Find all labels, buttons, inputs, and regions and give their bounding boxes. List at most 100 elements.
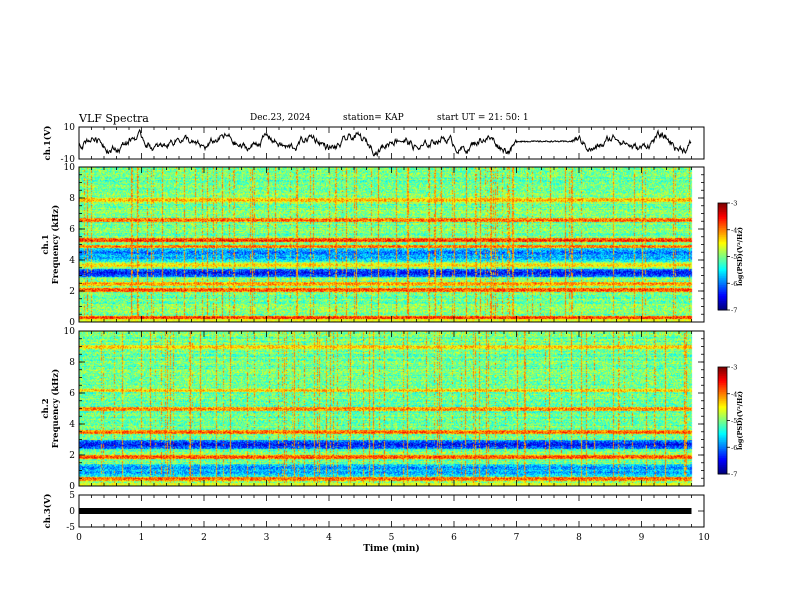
- ch1-waveform-line: [78, 128, 692, 157]
- colorbar-swatch: [718, 422, 727, 425]
- colorbar-swatch: [718, 242, 727, 245]
- colorbar-swatch: [718, 374, 727, 377]
- colorbar-swatch: [718, 238, 727, 241]
- colorbar-swatch: [718, 413, 727, 416]
- ch2-spectrogram-ytick-label: 10: [64, 327, 76, 337]
- colorbar-swatch: [718, 229, 727, 233]
- station-label: station= KAP: [343, 113, 404, 123]
- ch1-waveform-ytick-label: 10: [64, 123, 76, 133]
- colorbar-swatch: [718, 461, 727, 464]
- colorbar-swatch: [718, 447, 727, 450]
- ch1-spectrogram-ytick-label: 8: [69, 194, 75, 204]
- colorbar-swatch: [718, 438, 727, 441]
- colorbar-swatch: [718, 231, 727, 234]
- colorbar-swatch: [718, 450, 727, 454]
- colorbar-swatch: [718, 432, 727, 436]
- date-label: Dec.23, 2024: [250, 113, 311, 123]
- colorbar-swatch: [718, 443, 727, 446]
- colorbar-swatch: [718, 224, 727, 227]
- colorbar-swatch: [718, 208, 727, 211]
- ch1-spectrogram-ylabel: ch.1: [41, 234, 51, 254]
- colorbar-swatch: [718, 211, 727, 215]
- ch1-spectrogram-ytick-label: 6: [69, 225, 75, 235]
- colorbar-swatch: [718, 265, 727, 268]
- colorbar-swatch: [718, 302, 727, 306]
- colorbar-swatch: [718, 459, 727, 463]
- colorbar-swatch: [718, 227, 727, 231]
- colorbar-swatch: [718, 454, 727, 457]
- colorbar-swatch: [718, 425, 727, 429]
- colorbar-swatch: [718, 418, 727, 421]
- colorbar-swatch: [718, 247, 727, 250]
- colorbar-swatch: [718, 368, 727, 372]
- colorbar-swatch: [718, 217, 727, 220]
- colorbar-tick-label: -3: [731, 364, 737, 372]
- colorbar-swatch: [718, 377, 727, 380]
- colorbar-swatch: [718, 386, 727, 389]
- ch1-spectrogram-ytick-label: 10: [64, 163, 76, 173]
- x-tick-label: 2: [201, 533, 207, 543]
- colorbar-swatch: [718, 220, 727, 224]
- colorbar-swatch: [718, 306, 727, 309]
- colorbar-swatch: [718, 441, 727, 445]
- figure-title: VLF Spectra: [79, 112, 149, 125]
- colorbar-tick-label: -6: [731, 444, 737, 452]
- colorbar-swatch: [718, 408, 727, 411]
- colorbar-swatch: [718, 256, 727, 259]
- colorbar-swatch: [718, 283, 727, 286]
- colorbar-swatch: [718, 240, 727, 243]
- colorbar-swatch: [718, 268, 727, 272]
- colorbar-swatch: [718, 297, 727, 300]
- ch2-colorbar: -3 -4 -5 -6 -7 log(PSD)(V²/Hz): [717, 364, 744, 479]
- colorbar-swatch: [718, 277, 727, 281]
- colorbar-swatch: [718, 379, 727, 382]
- colorbar-swatch: [718, 219, 727, 222]
- colorbar-swatch: [718, 390, 727, 393]
- ch2-spectrogram-ytick-label: 0: [69, 482, 75, 492]
- colorbar-swatch: [718, 395, 727, 398]
- colorbar-swatch: [718, 391, 727, 395]
- ch1-spectrogram-ytick-label: 0: [69, 318, 75, 328]
- ch1-colorbar: -3 -4 -5 -6 -7 log(PSD)(V²/Hz): [717, 200, 744, 315]
- colorbar-swatch: [718, 213, 727, 216]
- colorbar-swatch: [718, 436, 727, 439]
- ch2-spectrogram-ylabel: ch.2: [41, 398, 51, 418]
- colorbar-swatch: [718, 308, 727, 311]
- x-tick-label: 6: [451, 533, 457, 543]
- colorbar-swatch: [718, 399, 727, 402]
- colorbar-swatch: [718, 449, 727, 452]
- colorbar-label: log(PSD)(V²/Hz): [736, 227, 744, 286]
- colorbar-swatch: [718, 406, 727, 409]
- colorbar-swatch: [718, 420, 727, 423]
- ch2-spectrogram-image: [79, 331, 704, 486]
- colorbar-swatch: [718, 434, 727, 438]
- colorbar-swatch: [718, 203, 727, 206]
- colorbar-swatch: [718, 384, 727, 388]
- colorbar-swatch: [718, 279, 727, 282]
- colorbar-swatch: [718, 252, 727, 256]
- ch2-spectrogram-ylabel: Frequency (kHz): [50, 369, 61, 448]
- colorbar-swatch: [718, 468, 727, 471]
- x-tick-label: 0: [76, 533, 82, 543]
- colorbar-tick-label: -4: [731, 226, 737, 234]
- colorbar-swatch: [718, 281, 727, 284]
- colorbar-swatch: [718, 270, 727, 274]
- ch2-spectrogram-ytick-label: 6: [69, 389, 75, 399]
- colorbar-swatch: [718, 466, 727, 470]
- colorbar-swatch: [718, 276, 727, 279]
- colorbar-swatch: [718, 397, 727, 400]
- colorbar-swatch: [718, 375, 727, 379]
- colorbar-swatch: [718, 288, 727, 291]
- colorbar-swatch: [718, 457, 727, 461]
- colorbar-swatch: [718, 235, 727, 238]
- ch1-spectrogram-image: [79, 167, 704, 322]
- colorbar-swatch: [718, 215, 727, 218]
- colorbar-tick-label: -3: [731, 200, 737, 208]
- colorbar-swatch: [718, 204, 727, 208]
- colorbar-swatch: [718, 370, 727, 373]
- colorbar-swatch: [718, 245, 727, 249]
- colorbar-swatch: [718, 301, 727, 304]
- ch1-spectrogram-ytick-label: 4: [69, 256, 75, 266]
- ch2-spectrogram-ytick-label: 4: [69, 420, 75, 430]
